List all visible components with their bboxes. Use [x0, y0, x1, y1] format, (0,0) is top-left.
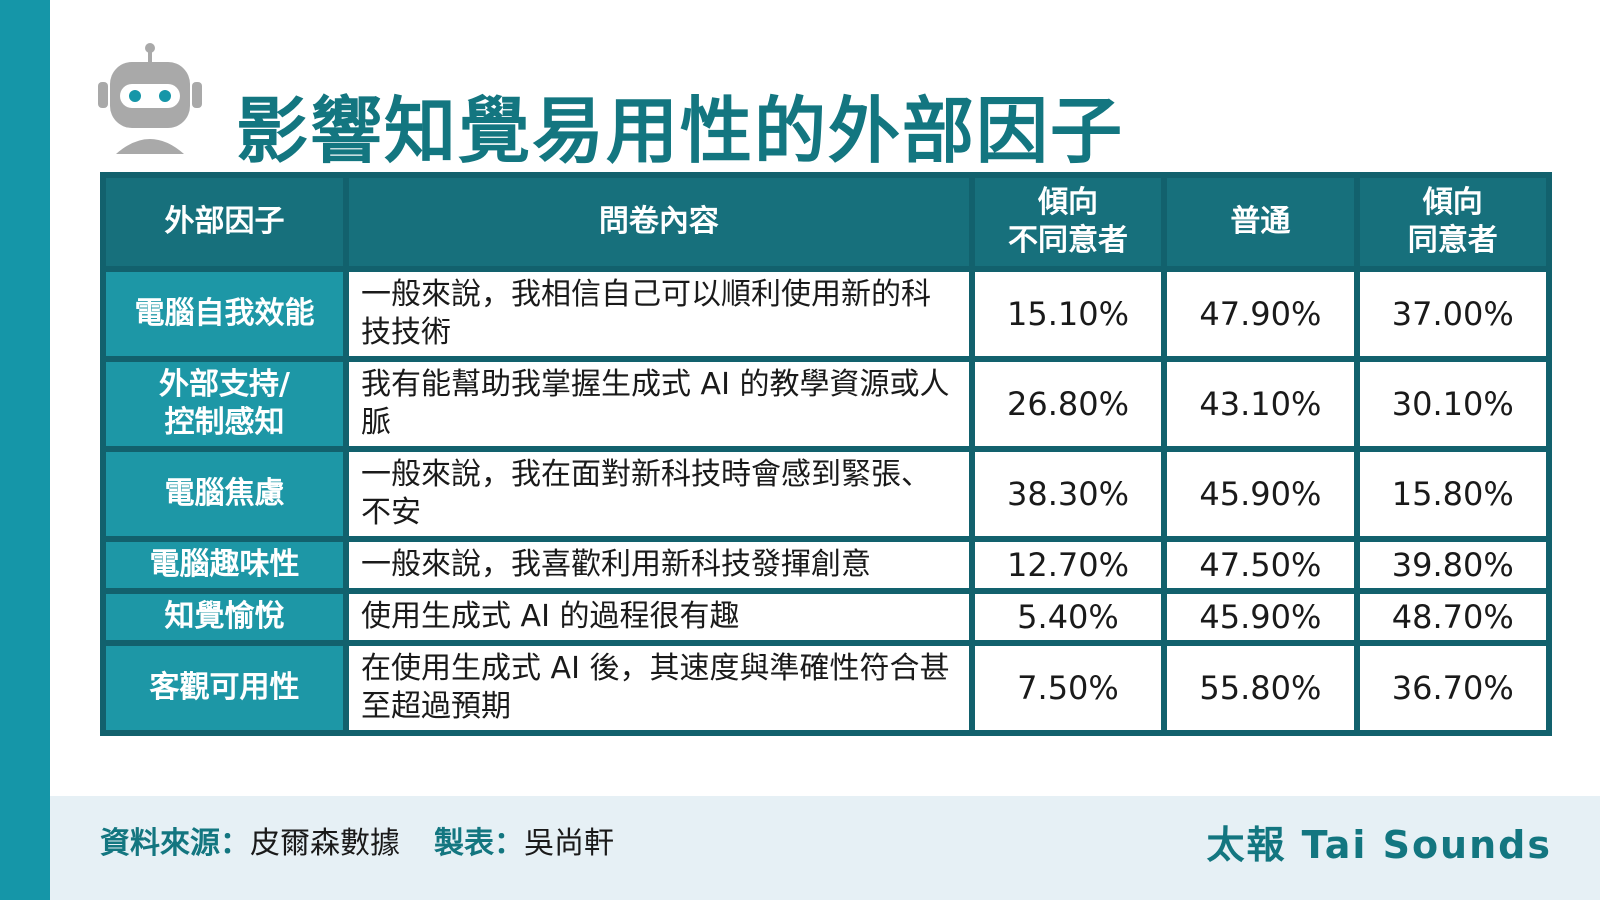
disagree-value: 12.70%	[968, 536, 1168, 594]
question-cell: 一般來說，我在面對新科技時會感到緊張、不安	[343, 446, 975, 542]
agree-value: 15.80%	[1353, 446, 1553, 542]
neutral-value: 47.90%	[1161, 266, 1360, 362]
brand-logo: 太報 Tai Sounds	[1206, 823, 1552, 867]
column-header: 普通	[1161, 172, 1360, 272]
agree-value: 30.10%	[1353, 356, 1553, 452]
agree-value: 36.70%	[1353, 640, 1553, 736]
agree-value: 48.70%	[1353, 588, 1553, 646]
question-cell: 在使用生成式 AI 後，其速度與準確性符合甚至超過預期	[343, 640, 975, 736]
neutral-value: 45.90%	[1161, 588, 1360, 646]
disagree-value: 15.10%	[968, 266, 1168, 362]
question-cell: 一般來說，我相信自己可以順利使用新的科技技術	[343, 266, 975, 362]
page-title: 影響知覺易用性的外部因子	[236, 89, 1125, 173]
disagree-value: 38.30%	[968, 446, 1168, 542]
source-label: 資料來源：	[100, 826, 250, 861]
disagree-value: 26.80%	[968, 356, 1168, 452]
maker-label: 製表：	[434, 826, 524, 861]
factor-cell: 電腦自我效能	[99, 266, 350, 362]
factor-cell: 知覺愉悅	[99, 588, 350, 646]
question-cell: 使用生成式 AI 的過程很有趣	[343, 588, 975, 646]
table-row: 電腦趣味性 一般來說，我喜歡利用新科技發揮創意 12.70% 47.50% 39…	[99, 536, 1553, 594]
factor-cell: 外部支持/ 控制感知	[99, 356, 350, 452]
source-credit: 資料來源：皮爾森數據 製表：吳尚軒	[100, 818, 614, 862]
footer-band	[50, 796, 1600, 900]
source-value: 皮爾森數據	[250, 826, 400, 861]
neutral-value: 45.90%	[1161, 446, 1360, 542]
table-row: 客觀可用性 在使用生成式 AI 後，其速度與準確性符合甚至超過預期 7.50% …	[99, 640, 1553, 736]
maker-value: 吳尚軒	[524, 826, 614, 861]
factor-cell: 客觀可用性	[99, 640, 350, 736]
column-header: 問卷內容	[343, 172, 975, 272]
disagree-value: 5.40%	[968, 588, 1168, 646]
column-header: 外部因子	[99, 172, 350, 272]
agree-value: 37.00%	[1353, 266, 1553, 362]
disagree-value: 7.50%	[968, 640, 1168, 736]
agree-value: 39.80%	[1353, 536, 1553, 594]
column-header: 傾向 不同意者	[968, 172, 1168, 272]
table-row: 電腦自我效能 一般來說，我相信自己可以順利使用新的科技技術 15.10% 47.…	[99, 266, 1553, 362]
table-row: 電腦焦慮 一般來說，我在面對新科技時會感到緊張、不安 38.30% 45.90%…	[99, 446, 1553, 542]
question-cell: 一般來說，我喜歡利用新科技發揮創意	[343, 536, 975, 594]
table-row: 知覺愉悅 使用生成式 AI 的過程很有趣 5.40% 45.90% 48.70%	[99, 588, 1553, 646]
neutral-value: 55.80%	[1161, 640, 1360, 736]
neutral-value: 47.50%	[1161, 536, 1360, 594]
factor-table: 外部因子 問卷內容 傾向 不同意者 普通 傾向 同意者 電腦自我效能 一般來說，…	[99, 172, 1553, 736]
column-header: 傾向 同意者	[1353, 172, 1553, 272]
table-row: 外部支持/ 控制感知 我有能幫助我掌握生成式 AI 的教學資源或人脈 26.80…	[99, 356, 1553, 452]
robot-icon	[98, 43, 202, 154]
table-header-row: 外部因子 問卷內容 傾向 不同意者 普通 傾向 同意者	[99, 172, 1553, 272]
left-accent-bar	[0, 0, 50, 900]
neutral-value: 43.10%	[1161, 356, 1360, 452]
factor-cell: 電腦焦慮	[99, 446, 350, 542]
factor-cell: 電腦趣味性	[99, 536, 350, 594]
question-cell: 我有能幫助我掌握生成式 AI 的教學資源或人脈	[343, 356, 975, 452]
